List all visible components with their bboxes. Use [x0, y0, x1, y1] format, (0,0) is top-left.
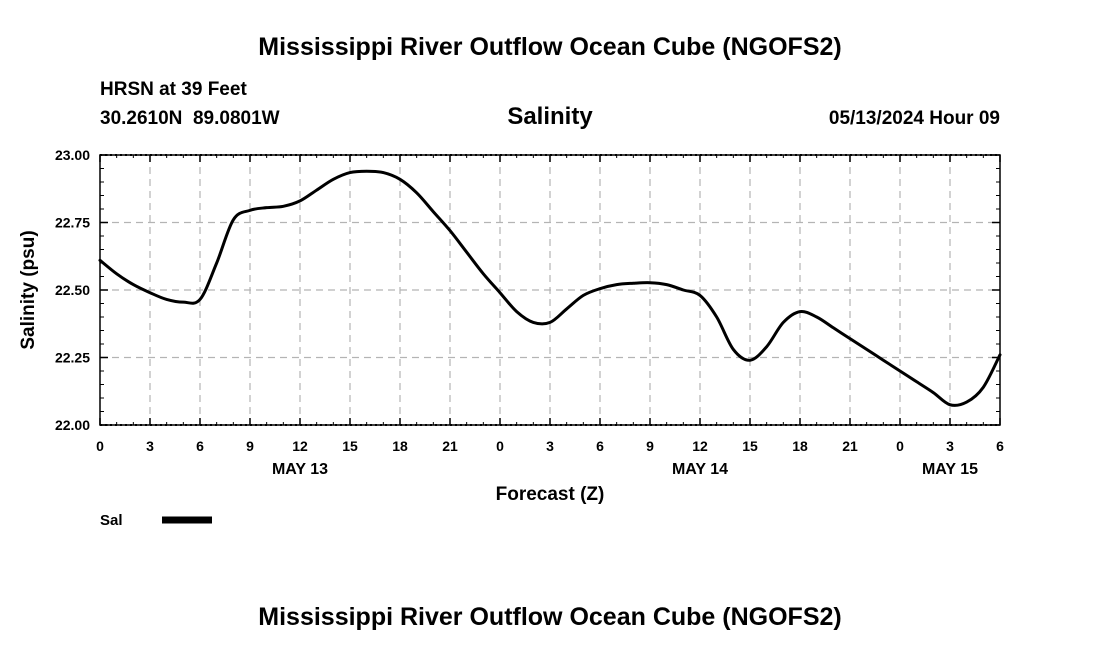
footer-title: Mississippi River Outflow Ocean Cube (NG… [258, 603, 841, 631]
y-tick-label: 22.50 [55, 282, 90, 298]
series-line-sal [98, 169, 1002, 407]
x-tick-label: 15 [342, 438, 358, 454]
x-tick-label: 18 [392, 438, 408, 454]
x-tick-label: 12 [692, 438, 708, 454]
coordinates-label: 30.2610N 89.0801W [100, 108, 280, 129]
x-tick-label: 12 [292, 438, 308, 454]
y-tick-label: 22.25 [55, 350, 90, 366]
datetime-label: 05/13/2024 Hour 09 [829, 108, 1000, 129]
legend: Sal [100, 512, 212, 529]
y-tick-label: 22.75 [55, 215, 90, 231]
x-tick-label: 0 [496, 438, 504, 454]
legend-label: Sal [100, 512, 123, 529]
y-axis-label: Salinity (psu) [18, 230, 39, 349]
x-tick-label: 3 [546, 438, 554, 454]
y-tick-labels: 22.00 22.25 22.50 22.75 23.00 [55, 147, 90, 433]
day-label: MAY 13 [272, 461, 328, 478]
x-tick-labels: 0 3 6 9 12 15 18 21 0 3 6 9 12 15 18 21 0 3 6 [96, 438, 1004, 454]
x-tick-label: 6 [596, 438, 604, 454]
x-tick-label: 9 [646, 438, 654, 454]
x-tick-label: 6 [196, 438, 204, 454]
x-tick-label: 0 [896, 438, 904, 454]
day-label: MAY 14 [672, 461, 728, 478]
series-group [98, 169, 1002, 407]
x-tick-label: 3 [146, 438, 154, 454]
x-tick-label: 0 [96, 438, 104, 454]
x-tick-label: 9 [246, 438, 254, 454]
x-tick-label: 15 [742, 438, 758, 454]
chart-title: Mississippi River Outflow Ocean Cube (NG… [258, 33, 841, 61]
chart-subtitle: Salinity [507, 103, 593, 130]
x-axis-label: Forecast (Z) [496, 484, 605, 505]
x-tick-label: 3 [946, 438, 954, 454]
day-label: MAY 15 [922, 461, 978, 478]
y-tick-label: 23.00 [55, 147, 90, 163]
station-label: HRSN at 39 Feet [100, 79, 247, 100]
day-labels: MAY 13 MAY 14 MAY 15 [272, 461, 978, 478]
x-tick-label: 21 [442, 438, 458, 454]
axis-ticks [99, 154, 1001, 426]
y-tick-label: 22.00 [55, 417, 90, 433]
x-tick-label: 18 [792, 438, 808, 454]
x-tick-label: 21 [842, 438, 858, 454]
x-tick-label: 6 [996, 438, 1004, 454]
